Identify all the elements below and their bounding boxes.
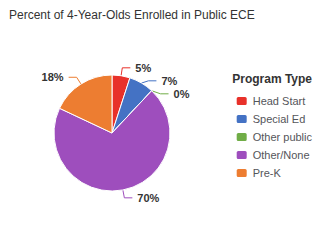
svg-text:Other public: Other public	[253, 131, 313, 143]
svg-text:18%: 18%	[42, 71, 64, 83]
svg-text:0%: 0%	[174, 88, 190, 100]
svg-text:70%: 70%	[137, 192, 159, 204]
svg-text:Special Ed: Special Ed	[253, 113, 306, 125]
svg-text:5%: 5%	[135, 62, 151, 74]
svg-text:Pre-K: Pre-K	[253, 167, 282, 179]
svg-text:7%: 7%	[161, 75, 177, 87]
svg-text:Percent of 4-Year-Olds Enrolle: Percent of 4-Year-Olds Enrolled in Publi…	[9, 8, 255, 22]
svg-text:Head Start: Head Start	[253, 95, 306, 107]
svg-text:Program Type: Program Type	[232, 72, 312, 86]
svg-text:Other/None: Other/None	[253, 149, 310, 161]
